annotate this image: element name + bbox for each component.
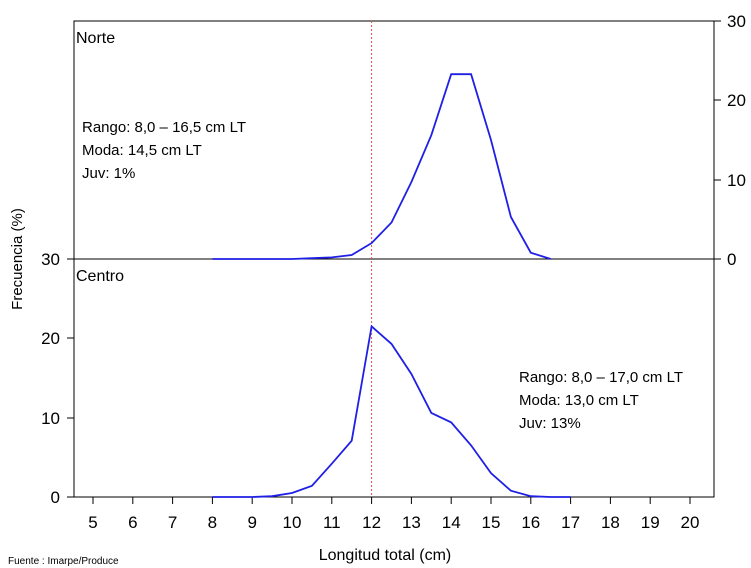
source-note: Fuente : Imarpe/Produce — [8, 556, 119, 567]
centro-range-text: Rango: 8,0 – 17,0 cm LT — [519, 369, 683, 386]
centro-frequency-line — [212, 324, 571, 498]
x-tick-label: 14 — [442, 513, 461, 532]
centro-mode-text: Moda: 13,0 cm LT — [519, 392, 639, 409]
centro-panel-title: Centro — [76, 268, 124, 285]
norte-y-tick-label: 30 — [727, 12, 746, 31]
centro-juv-text: Juv: 13% — [519, 415, 581, 432]
x-tick-label: 15 — [482, 513, 501, 532]
x-tick-label: 8 — [208, 513, 217, 532]
norte-juv-text: Juv: 1% — [82, 165, 135, 182]
centro-panel-frame — [73, 258, 715, 498]
norte-frequency-line — [212, 73, 551, 260]
x-tick-label: 18 — [601, 513, 620, 532]
x-tick-label: 13 — [402, 513, 421, 532]
norte-range-text: Rango: 8,0 – 16,5 cm LT — [82, 119, 246, 136]
x-axis: 5 6 7 8 9 10 11 12 13 14 15 16 17 18 19 20 — [88, 497, 699, 532]
x-tick-label: 5 — [88, 513, 97, 532]
norte-y-axis: 0 10 20 30 — [714, 12, 746, 269]
x-tick-label: 10 — [283, 513, 302, 532]
x-tick-label: 16 — [521, 513, 540, 532]
centro-y-axis: 0 10 20 30 — [41, 250, 74, 507]
x-tick-label: 20 — [681, 513, 700, 532]
norte-mode-text: Moda: 14,5 cm LT — [82, 142, 202, 159]
y-axis-title: Frecuencia (%) — [9, 208, 26, 310]
x-tick-label: 9 — [247, 513, 256, 532]
x-tick-label: 6 — [128, 513, 137, 532]
centro-annotation: Rango: 8,0 – 17,0 cm LT Moda: 13,0 cm LT… — [519, 369, 683, 432]
x-axis-title: Longitud total (cm) — [319, 547, 452, 564]
centro-y-tick-label: 0 — [51, 488, 60, 507]
x-tick-label: 19 — [641, 513, 660, 532]
x-tick-label: 17 — [561, 513, 580, 532]
centro-y-tick-label: 10 — [41, 409, 60, 428]
norte-y-tick-label: 0 — [727, 250, 736, 269]
norte-panel-frame — [73, 20, 715, 260]
x-tick-label: 7 — [168, 513, 177, 532]
centro-y-tick-label: 20 — [41, 329, 60, 348]
x-tick-label: 11 — [323, 513, 341, 532]
norte-panel-title: Norte — [76, 30, 115, 47]
norte-annotation: Rango: 8,0 – 16,5 cm LT Moda: 14,5 cm LT… — [82, 119, 246, 182]
x-tick-label: 12 — [362, 513, 381, 532]
norte-y-tick-label: 10 — [727, 171, 746, 190]
norte-y-tick-label: 20 — [727, 91, 746, 110]
centro-y-tick-label: 30 — [41, 250, 60, 269]
